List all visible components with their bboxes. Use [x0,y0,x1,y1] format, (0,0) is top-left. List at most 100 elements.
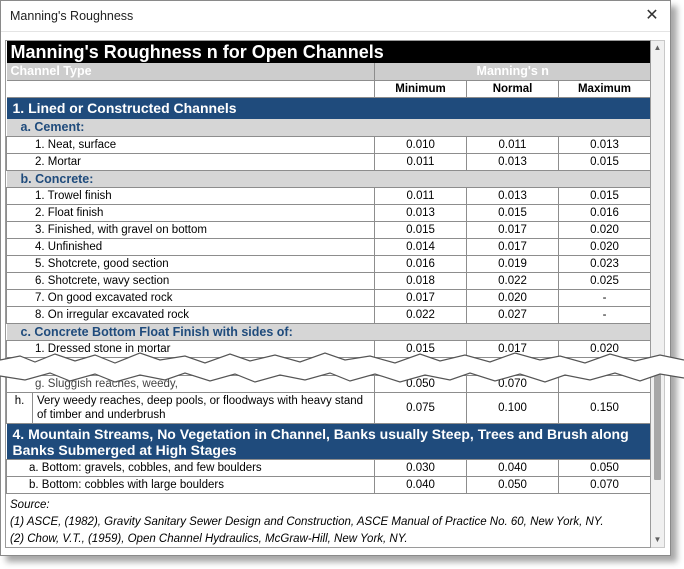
row-normal: 0.011 [466,135,559,154]
lower-fragment: g. Sluggish reaches, weedy, 0.050 0.070 … [6,375,650,547]
header-blank [6,79,375,98]
row-max: 0.050 [558,459,650,477]
row-normal: 0.040 [466,459,559,477]
title-bar: Manning's Roughness ✕ [1,1,670,32]
row-name: Very weedy reaches, deep pools, or flood… [37,395,364,421]
row-min: 0.011 [374,186,467,205]
row-min: 0.030 [374,459,467,477]
vertical-scrollbar[interactable]: ▲ ▼ [651,40,665,548]
subsection-b-title: b. Concrete: [6,170,650,187]
source-line-1: (1) ASCE, (1982), Gravity Sanitary Sewer… [10,516,604,528]
row-normal: 0.013 [466,152,559,171]
table-row: 4. Unfinished 0.014 0.017 0.020 [6,237,650,256]
header-mannings-n: Manning's n [374,63,650,80]
header-maximum: Maximum [558,79,650,98]
row-min: 0.040 [374,476,467,494]
header-channel-type: Channel Type [6,63,375,80]
row-normal: 0.050 [466,476,559,494]
row-normal: 0.017 [466,237,559,256]
roughness-table-top: Manning's Roughness n for Open Channels … [6,41,650,358]
table-row: 2. Mortar 0.011 0.013 0.015 [6,152,650,171]
close-icon[interactable]: ✕ [645,7,659,24]
row-name: a. Bottom: gravels, cobbles, and few bou… [6,459,375,477]
row-min: 0.018 [374,271,467,290]
section-4-title: 4. Mountain Streams, No Vegetation in Ch… [6,423,650,460]
row-name: 8. On irregular excavated rock [6,305,375,324]
table-row: 5. Shotcrete, good section 0.016 0.019 0… [6,254,650,273]
source-line-2: (2) Chow, V.T., (1959), Open Channel Hyd… [10,533,408,545]
row-name: b. Bottom: cobbles with large boulders [6,476,375,494]
row-min: 0.010 [374,135,467,154]
section-1-title: 1. Lined or Constructed Channels [6,96,650,119]
row-name: 2. Mortar [6,152,375,171]
row-normal: 0.022 [466,271,559,290]
row-max: 0.016 [558,203,650,222]
row-name: 1. Neat, surface [6,135,375,154]
subsection-c-title: c. Concrete Bottom Float Finish with sid… [6,323,650,340]
source-notes: Source: (1) ASCE, (1982), Gravity Sanita… [6,494,650,547]
table-row: 1. Trowel finish 0.011 0.013 0.015 [6,186,650,205]
row-max: 0.013 [558,135,650,154]
table-row: 1. Neat, surface 0.010 0.011 0.013 [6,135,650,154]
row-min: 0.015 [374,220,467,239]
row-normal: 0.019 [466,254,559,273]
table-row: b. Bottom: cobbles with large boulders 0… [6,476,650,494]
row-max: 0.025 [558,271,650,290]
row-normal: 0.027 [466,305,559,324]
row-name: 7. On good excavated rock [6,288,375,307]
row-max: 0.150 [558,392,650,424]
row-min: 0.075 [374,392,467,424]
header-minimum: Minimum [374,79,467,98]
row-max: 0.023 [558,254,650,273]
row-normal: 0.017 [466,339,559,358]
row-min: 0.017 [374,288,467,307]
upper-fragment: Manning's Roughness n for Open Channels … [6,41,650,359]
row-min: 0.011 [374,152,467,171]
table-viewport: Manning's Roughness n for Open Channels … [5,40,651,548]
row-name: 6. Shotcrete, wavy section [6,271,375,290]
scroll-up-arrow-icon[interactable]: ▲ [653,43,662,52]
row-max [558,375,650,393]
row-max: 0.020 [558,220,650,239]
row-name: 3. Finished, with gravel on bottom [6,220,375,239]
row-name: 4. Unfinished [6,237,375,256]
row-max: 0.020 [558,339,650,358]
row-name: 1. Dressed stone in mortar [6,339,375,358]
subsection-a-title: a. Cement: [6,119,650,136]
row-max: 0.070 [558,476,650,494]
row-min: 0.022 [374,305,467,324]
row-min: 0.013 [374,203,467,222]
scroll-thumb[interactable] [654,359,661,480]
table-row: 2. Float finish 0.013 0.015 0.016 [6,203,650,222]
table-row: h. Very weedy reaches, deep pools, or fl… [6,392,650,424]
row-name-cell: h. Very weedy reaches, deep pools, or fl… [6,392,375,424]
row-max: 0.015 [558,152,650,171]
row-normal: 0.100 [466,392,559,424]
row-name: 5. Shotcrete, good section [6,254,375,273]
table-row: g. Sluggish reaches, weedy, 0.050 0.070 [6,375,650,393]
row-name: 1. Trowel finish [6,186,375,205]
row-name: 2. Float finish [6,203,375,222]
row-min: 0.014 [374,237,467,256]
row-max: - [558,288,650,307]
scroll-down-arrow-icon[interactable]: ▼ [653,535,662,544]
row-min: 0.015 [374,339,467,358]
row-max: 0.015 [558,186,650,205]
row-name: g. Sluggish reaches, weedy, [6,375,375,393]
row-max: - [558,305,650,324]
roughness-table-bottom: g. Sluggish reaches, weedy, 0.050 0.070 … [6,375,650,494]
row-normal: 0.017 [466,220,559,239]
row-normal: 0.070 [466,375,559,393]
row-letter: h. [8,393,33,423]
row-normal: 0.015 [466,203,559,222]
header-normal: Normal [466,79,559,98]
table-row: 1. Dressed stone in mortar 0.015 0.017 0… [6,339,650,358]
table-row: 8. On irregular excavated rock 0.022 0.0… [6,305,650,324]
row-normal: 0.013 [466,186,559,205]
window-title: Manning's Roughness [10,9,134,23]
table-row: 6. Shotcrete, wavy section 0.018 0.022 0… [6,271,650,290]
row-min: 0.050 [374,375,467,393]
table-row: 7. On good excavated rock 0.017 0.020 - [6,288,650,307]
table-row: a. Bottom: gravels, cobbles, and few bou… [6,459,650,477]
row-min: 0.016 [374,254,467,273]
